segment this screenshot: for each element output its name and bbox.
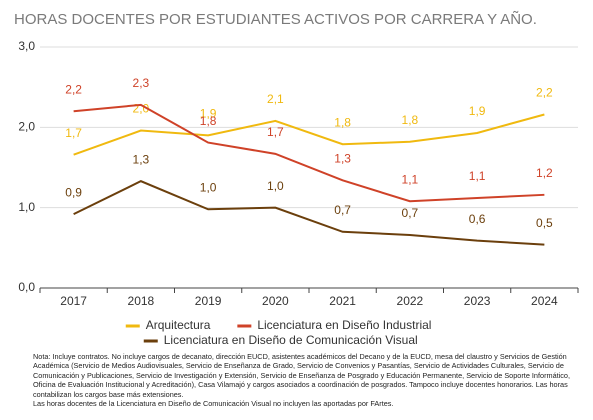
series-line — [73, 103, 545, 203]
data-label: 1,8 — [402, 113, 419, 127]
series-line — [73, 180, 545, 246]
data-label: 0,5 — [536, 216, 553, 230]
x-tick-label: 2018 — [128, 294, 155, 308]
data-label: 0,7 — [334, 203, 351, 217]
note: Nota: Incluye contratos. No incluye carg… — [33, 352, 571, 399]
data-label: 1,9 — [200, 107, 217, 121]
data-label: 1,2 — [536, 166, 553, 180]
data-label: 1,7 — [65, 126, 82, 140]
x-tick-label: 2019 — [195, 294, 222, 308]
x-tick-label: 2020 — [262, 294, 289, 308]
data-label: 2,2 — [536, 86, 553, 100]
data-label: 0,6 — [469, 212, 486, 226]
data-label: 1,0 — [267, 179, 284, 193]
y-tick-label: 0,0 — [18, 280, 35, 294]
data-label: 1,9 — [469, 104, 486, 118]
notes: Nota: Incluye contratos. No incluye carg… — [33, 352, 573, 408]
legend-label: Licenciatura en Diseño Industrial — [257, 318, 431, 332]
data-label: 1,1 — [402, 172, 419, 186]
legend-label: Licenciatura en Diseño de Comunicación V… — [164, 333, 418, 347]
data-label: 0,7 — [402, 206, 419, 220]
x-tick-label: 2017 — [60, 294, 87, 308]
y-tick-label: 3,0 — [18, 39, 35, 53]
data-label: 0,9 — [65, 185, 82, 199]
data-label: 1,7 — [267, 125, 284, 139]
y-tick-label: 2,0 — [18, 120, 35, 134]
x-tick-label: 2023 — [464, 294, 491, 308]
data-label: 2,3 — [133, 76, 150, 90]
legend-label: Arquitectura — [146, 318, 211, 332]
series-line — [73, 113, 545, 156]
chart-title: HORAS DOCENTES POR ESTUDIANTES ACTIVOS P… — [14, 11, 537, 28]
data-label: 1,8 — [334, 115, 351, 129]
x-tick-label: 2021 — [329, 294, 356, 308]
x-tick-label: 2024 — [531, 294, 558, 308]
data-label: 2,2 — [65, 82, 82, 96]
data-label: 1,8 — [200, 114, 217, 128]
data-label: 1,1 — [469, 169, 486, 183]
data-label: 1,3 — [334, 152, 351, 166]
data-label: 2,1 — [267, 92, 284, 106]
y-tick-label: 1,0 — [18, 200, 35, 214]
note: Las horas docentes de la Licenciatura en… — [33, 399, 394, 409]
data-label: 1,0 — [200, 180, 217, 194]
data-label: 1,3 — [133, 152, 150, 166]
x-tick-label: 2022 — [397, 294, 424, 308]
